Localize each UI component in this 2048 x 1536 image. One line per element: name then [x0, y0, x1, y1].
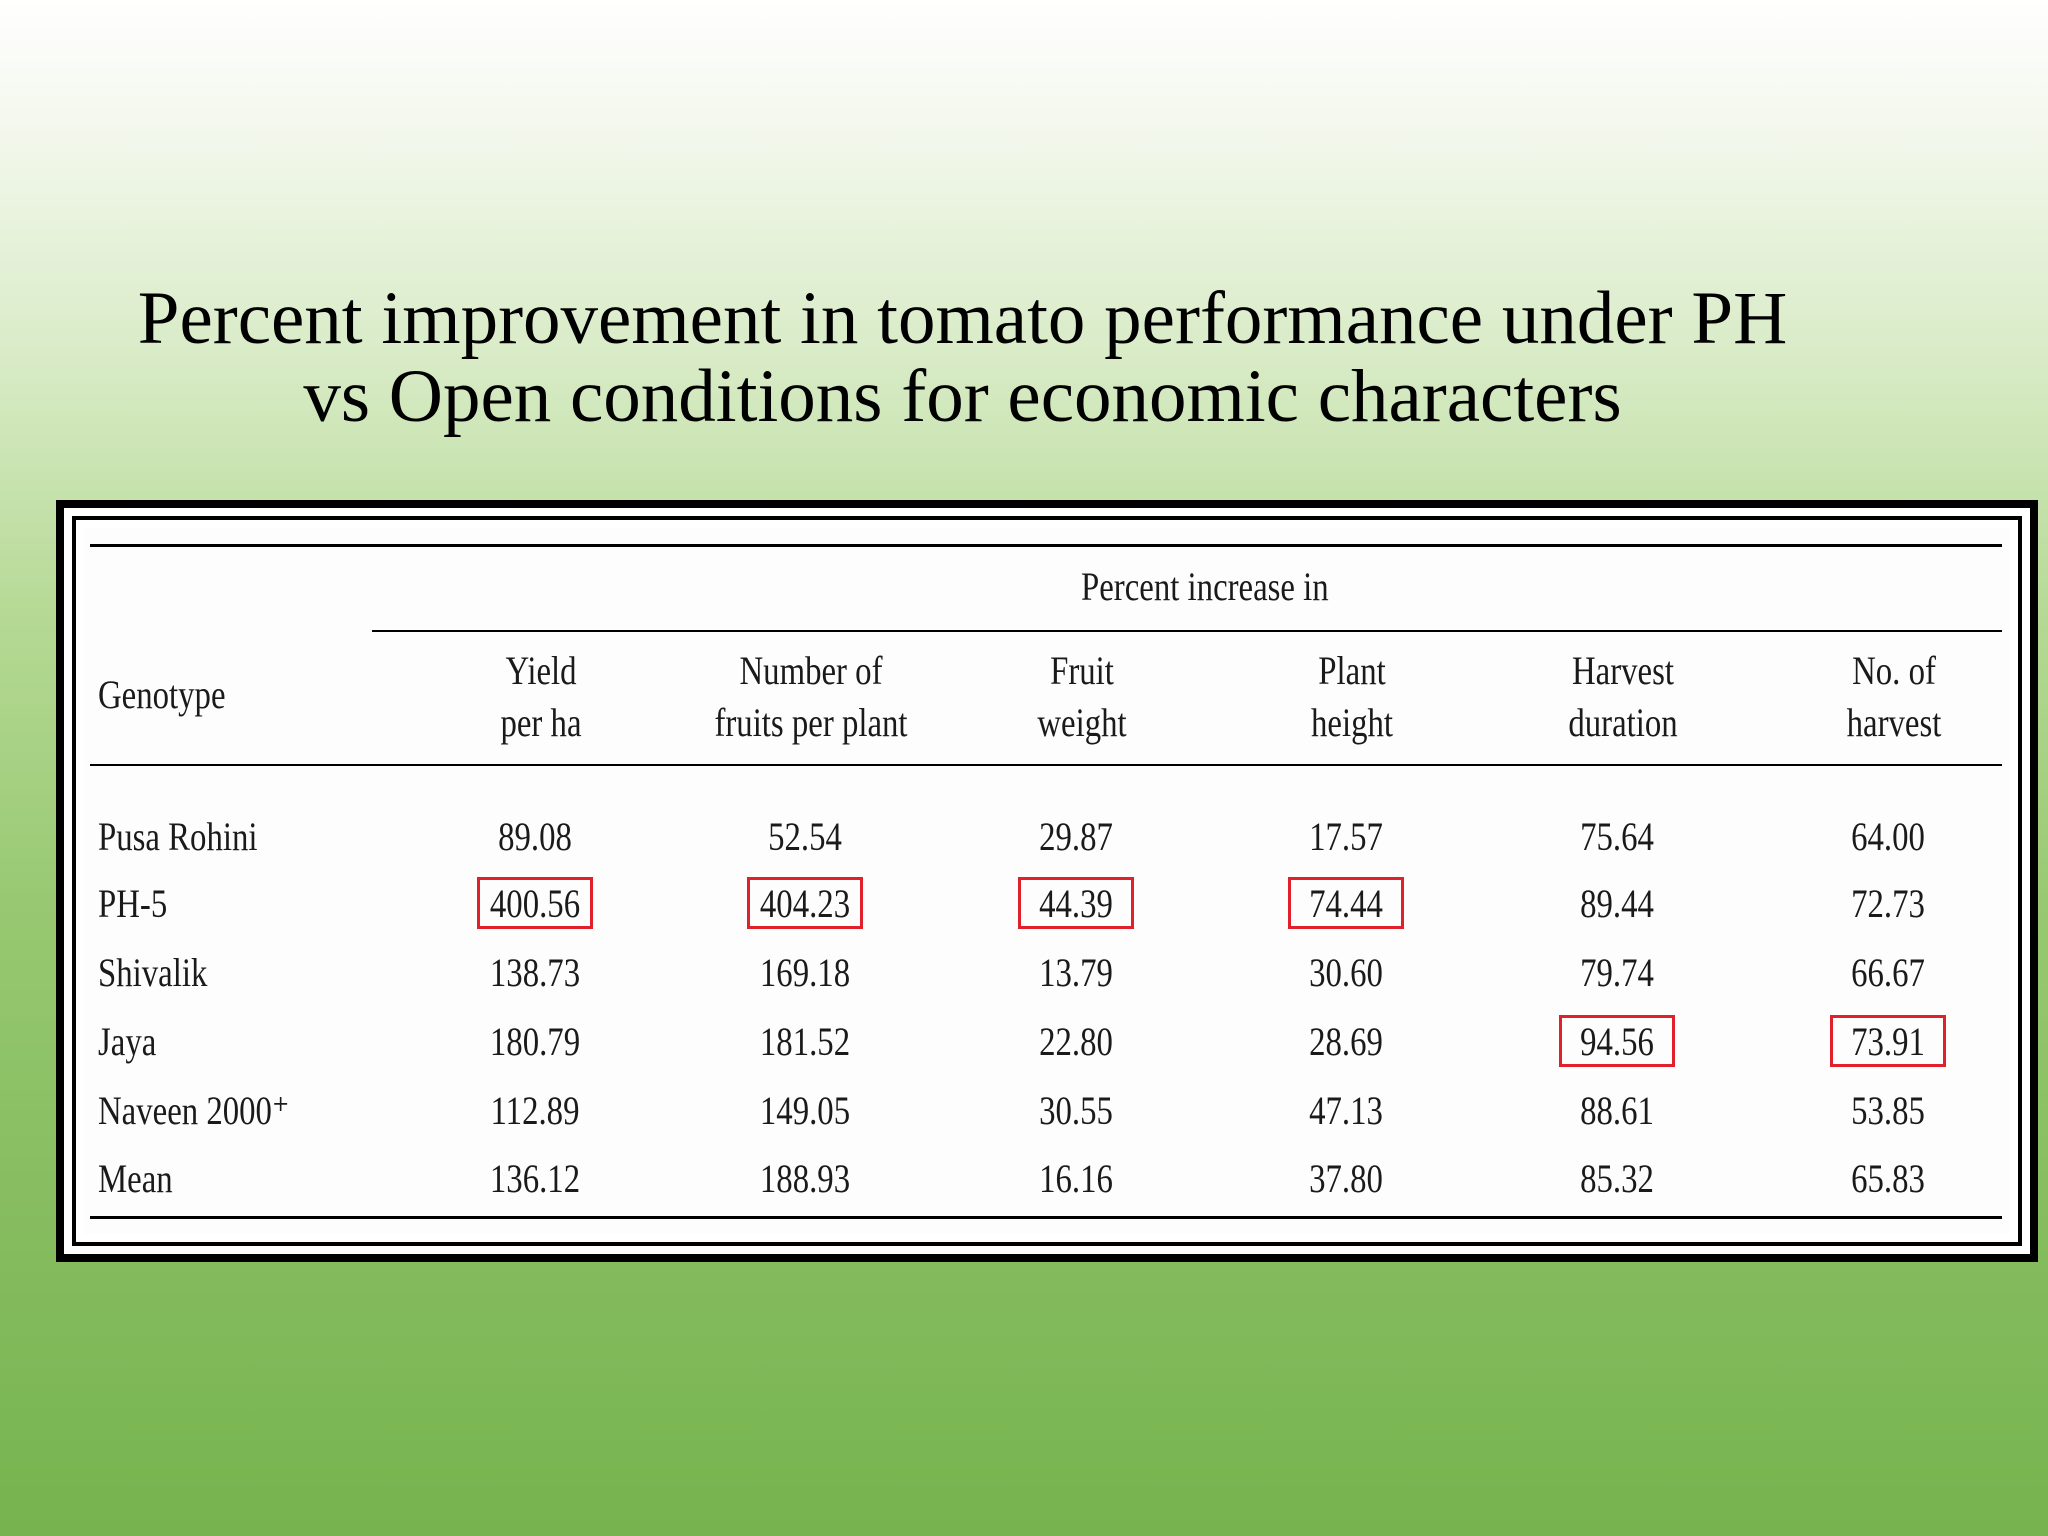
table-cell: 149.05 [759, 1088, 851, 1133]
row-genotype: Jaya [98, 1019, 157, 1064]
row-genotype: PH-5 [98, 881, 168, 926]
table-cell: 28.69 [1309, 1019, 1383, 1064]
table-cell: 72.73 [1851, 881, 1925, 926]
group-header: Percent increase in [1081, 564, 1329, 609]
table-cell: 16.16 [1039, 1156, 1113, 1201]
table-cell: 112.89 [490, 1088, 580, 1133]
table-cell: 30.55 [1039, 1088, 1113, 1133]
table-cell: 181.52 [759, 1019, 851, 1064]
table-cell: 37.80 [1309, 1156, 1383, 1201]
table-cell: 136.12 [489, 1156, 581, 1201]
column-header-3-line1: Fruit [1050, 648, 1114, 693]
highlight-box [1288, 877, 1404, 929]
table-cell: 400.56 [489, 881, 581, 926]
highlight-box [1559, 1015, 1675, 1067]
slide-title-line-1: Percent improvement in tomato performanc… [137, 277, 1788, 360]
table-frame-inner-border [72, 516, 2022, 1246]
table-cell: 44.39 [1039, 881, 1113, 926]
table-cell: 30.60 [1309, 950, 1383, 995]
table-cell: 88.61 [1580, 1088, 1654, 1133]
slide-title: Percent improvement in tomato performanc… [0, 280, 1925, 436]
highlight-box [1018, 877, 1134, 929]
table-cell: 180.79 [489, 1019, 581, 1064]
table-cell: 73.91 [1851, 1019, 1925, 1064]
table-cell: 89.44 [1580, 881, 1654, 926]
column-header-4-line1: Plant [1318, 648, 1386, 693]
table-cell: 138.73 [489, 950, 581, 995]
table-cell: 79.74 [1580, 950, 1654, 995]
table-cell: 52.54 [768, 814, 842, 859]
table-cell: 53.85 [1851, 1088, 1925, 1133]
table-cell: 169.18 [759, 950, 851, 995]
table-top-rule [90, 544, 2002, 547]
table-cell: 29.87 [1039, 814, 1113, 859]
table-cell: 188.93 [759, 1156, 851, 1201]
row-genotype: Shivalik [98, 950, 208, 995]
table-cell: 94.56 [1580, 1019, 1654, 1064]
table-cell: 65.83 [1851, 1156, 1925, 1201]
column-header-3-line2: weight [1037, 700, 1127, 745]
table-cell: 74.44 [1309, 881, 1383, 926]
column-header-2-line1: Number of [739, 648, 883, 693]
row-genotype: Pusa Rohini [98, 814, 258, 859]
column-header-2-line2: fruits per plant [714, 700, 908, 745]
row-genotype: Mean [98, 1156, 173, 1201]
header-bottom-rule [90, 764, 2002, 766]
data-table: Percent increase in Genotype Yield per ha Nu… [84, 528, 2010, 1234]
table-bottom-rule [90, 1216, 2002, 1219]
slide-title-line-2: vs Open conditions for economic characte… [303, 355, 1622, 438]
row-genotype: Naveen 2000⁺ [98, 1088, 290, 1133]
table-cell: 22.80 [1039, 1019, 1113, 1064]
table-cell: 66.67 [1851, 950, 1925, 995]
column-header-5-line2: duration [1568, 700, 1678, 745]
table-cell: 47.13 [1309, 1088, 1383, 1133]
column-header-6-line2: harvest [1846, 700, 1942, 745]
table-cell: 75.64 [1580, 814, 1654, 859]
table-cell: 17.57 [1309, 814, 1383, 859]
table-cell: 85.32 [1580, 1156, 1654, 1201]
table-frame: Percent increase in Genotype Yield per ha Nu… [56, 500, 2038, 1262]
highlight-box [1830, 1015, 1946, 1067]
column-header-1-line1: Yield [505, 648, 577, 693]
table-cell: 404.23 [759, 881, 851, 926]
column-header-6-line1: No. of [1852, 648, 1936, 693]
table-cell: 13.79 [1039, 950, 1113, 995]
table-cell: 64.00 [1851, 814, 1925, 859]
column-header-4-line2: height [1311, 700, 1393, 745]
table-cell: 89.08 [498, 814, 572, 859]
highlight-box [477, 877, 593, 929]
genotype-header: Genotype [98, 672, 226, 717]
highlight-box [747, 877, 863, 929]
column-header-1-line2: per ha [500, 700, 582, 745]
group-header-rule [372, 630, 2002, 632]
column-header-5-line1: Harvest [1571, 648, 1675, 693]
